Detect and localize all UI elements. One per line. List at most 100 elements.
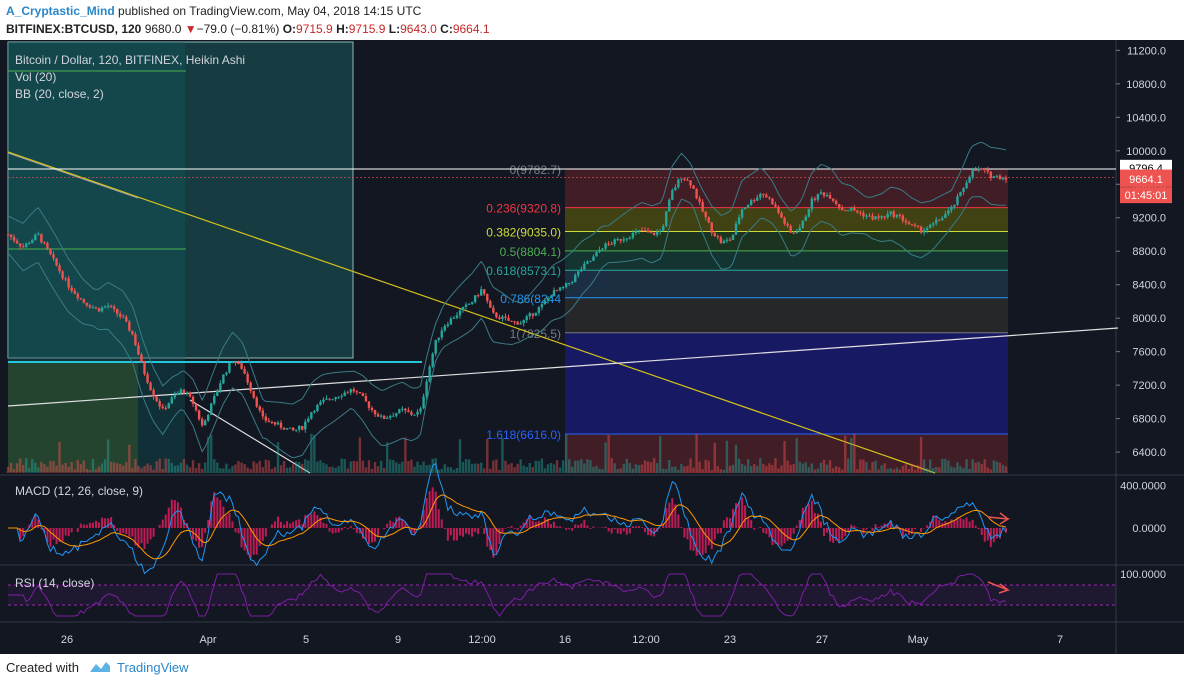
tradingview-logo-icon[interactable] (88, 659, 112, 675)
macd-histogram-bar (513, 527, 516, 529)
chart-area[interactable]: 0(9782.7) 0.236(9320.8) 0.382(9035.0) 0.5(8… (0, 40, 1184, 654)
macd-histogram-bar (668, 502, 671, 528)
candle-body (291, 427, 295, 431)
fib-zone (565, 231, 1008, 251)
volume-bar (749, 466, 753, 473)
candle-body (425, 381, 428, 397)
candle-body (537, 307, 541, 313)
volume-bar (989, 469, 993, 473)
candle-body (440, 330, 443, 338)
candle-body (992, 176, 996, 179)
rsi-axis-label: 100.0000 (1120, 569, 1166, 581)
macd-histogram-bar (273, 521, 276, 528)
candle-body (407, 410, 410, 412)
macd-histogram-bar (304, 514, 307, 528)
candle-body (349, 389, 352, 393)
candle-body (513, 321, 516, 323)
candle-body (871, 215, 874, 220)
macd-histogram-bar (70, 527, 73, 533)
volume-bar (916, 464, 920, 473)
volume-bar (210, 434, 213, 473)
macd-histogram-bar (586, 525, 589, 528)
candle-body (998, 175, 1002, 180)
candle-body (52, 254, 55, 259)
macd-histogram-bar (659, 527, 662, 529)
candle-body (583, 263, 586, 270)
volume-bar (513, 467, 516, 473)
volume-bar (965, 459, 968, 473)
volume-bar (792, 464, 795, 473)
fib-level-label: 0(9782.7) (510, 163, 561, 177)
candle-body (598, 249, 601, 253)
volume-bar (922, 459, 926, 473)
volume-bar (261, 467, 265, 473)
volume-bar (109, 461, 113, 473)
header-bar: A_Cryptastic_Mind published on TradingVi… (0, 0, 1184, 40)
macd-histogram-bar (255, 527, 258, 555)
candle-body (12, 236, 16, 241)
volume-bar (668, 460, 671, 473)
candle-body (504, 316, 507, 318)
author-link[interactable]: A_Cryptastic_Mind (6, 4, 115, 18)
volume-bar (346, 468, 349, 473)
volume-bar (762, 464, 765, 473)
volume-bar (134, 459, 137, 473)
candle-body (677, 179, 680, 188)
macd-histogram-bar (101, 517, 104, 528)
macd-histogram-bar (173, 500, 176, 528)
candle-body (191, 396, 195, 404)
macd-histogram-bar (228, 512, 231, 528)
candle-body (631, 232, 635, 238)
volume-bar (167, 458, 170, 473)
macd-histogram-bar (85, 524, 88, 528)
macd-histogram-bar (289, 523, 292, 528)
macd-histogram-bar (998, 527, 1001, 539)
macd-histogram-bar (258, 527, 261, 546)
volume-bar (100, 463, 104, 473)
macd-histogram-bar (519, 525, 522, 528)
macd-histogram-bar (486, 527, 489, 547)
macd-histogram-bar (577, 525, 580, 528)
candle-body (194, 403, 198, 411)
volume-bar (743, 465, 747, 473)
volume-bar (537, 461, 541, 473)
macd-histogram-bar (204, 527, 207, 533)
macd-axis-label: 0.0000 (1132, 523, 1166, 535)
volume-bar (416, 461, 419, 473)
candle-body (947, 210, 950, 215)
volume-bar (325, 464, 328, 473)
macd-histogram-bar (128, 527, 131, 538)
price-axis-label: 7600.0 (1132, 347, 1166, 359)
macd-histogram-bar (465, 527, 468, 534)
macd-histogram-bar (889, 520, 892, 528)
volume-bar (528, 463, 531, 473)
chart-svg[interactable]: 0(9782.7) 0.236(9320.8) 0.382(9035.0) 0.5(8… (0, 40, 1184, 654)
volume-bar (228, 469, 231, 473)
candle-body (146, 374, 149, 383)
volume-bar (519, 459, 522, 473)
candle-body (813, 198, 817, 200)
candle-body (856, 210, 859, 213)
candle-body (889, 211, 892, 214)
candle-body (831, 198, 835, 201)
candle-body (731, 234, 735, 240)
volume-bar (64, 462, 67, 473)
volume-bar (385, 442, 389, 473)
macd-histogram-bar (182, 519, 185, 528)
volume-bar (586, 459, 589, 473)
tradingview-brand-link[interactable]: TradingView (117, 660, 189, 675)
candle-body (692, 185, 695, 189)
candle-body (152, 390, 155, 397)
candle-body (719, 237, 723, 243)
macd-histogram-bar (58, 527, 61, 542)
trendline-white (189, 399, 311, 474)
volume-bar (279, 465, 283, 473)
macd-histogram-bar (298, 519, 301, 528)
volume-bar (571, 466, 574, 473)
volume-bar (158, 458, 161, 473)
macd-histogram-bar (295, 520, 298, 528)
volume-bar (680, 463, 683, 473)
price-axis-label: 6400.0 (1132, 447, 1166, 459)
macd-histogram-bar (143, 527, 146, 550)
volume-bar (43, 464, 46, 473)
